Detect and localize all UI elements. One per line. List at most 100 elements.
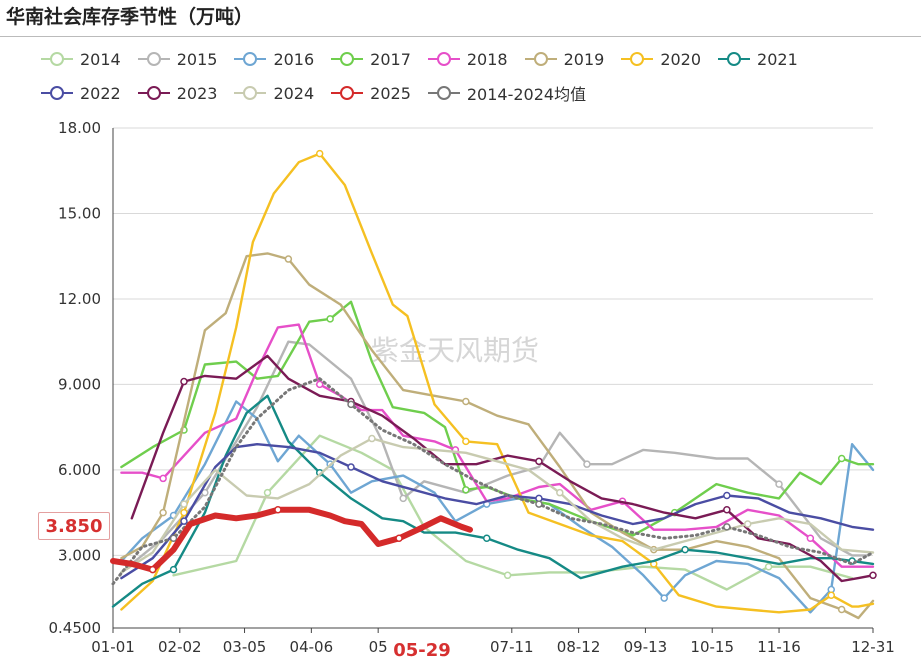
y-tick-label: 15.00 xyxy=(58,204,101,222)
y-tick-label: 3.000 xyxy=(58,546,101,564)
series-line-2014-2024均值 xyxy=(111,377,875,586)
data-point-2022 xyxy=(723,491,731,500)
legend-item-2018[interactable]: 2018 xyxy=(427,50,508,69)
legend-item-2016[interactable]: 2016 xyxy=(233,50,314,69)
data-point-2024 xyxy=(556,488,564,497)
legend-swatch-icon xyxy=(41,52,73,66)
data-point-2018 xyxy=(159,474,167,483)
legend-item-2021[interactable]: 2021 xyxy=(717,50,798,69)
data-point-2019 xyxy=(462,397,470,406)
legend-label: 2025 xyxy=(370,83,411,103)
legend-row: 2022 2023 2024 2025 2014-2024均值 xyxy=(40,76,900,110)
legend-swatch-icon xyxy=(137,86,170,100)
legend-item-2017[interactable]: 2017 xyxy=(330,50,411,69)
legend-label: 2023 xyxy=(176,83,218,103)
legend-swatch-icon xyxy=(331,52,364,66)
x-tick-label: 07-11 xyxy=(490,638,534,656)
legend-item-2025[interactable]: 2025 xyxy=(330,84,411,103)
data-point-2022 xyxy=(347,463,355,471)
y-tick-label: 9.000 xyxy=(58,375,101,393)
data-point-2015 xyxy=(583,460,591,468)
data-point-2016 xyxy=(660,594,668,602)
legend-label: 2019 xyxy=(563,49,605,69)
legend-item-2024[interactable]: 2024 xyxy=(233,84,314,103)
data-point-2022 xyxy=(180,517,188,525)
y-tick-label: 18.00 xyxy=(58,119,101,137)
data-point-2017 xyxy=(326,315,334,323)
x-tick-label: 04-06 xyxy=(290,638,334,656)
legend-label: 2021 xyxy=(757,49,798,69)
series-line-2022 xyxy=(120,443,875,580)
chart-title: 华南社会库存季节性（万吨） xyxy=(6,6,254,28)
legend: 2014 2015 2016 2017 2018 2019 2020 2021 2022 202… xyxy=(40,42,900,110)
legend-item-2014[interactable]: 2014 xyxy=(40,50,121,69)
legend-label: 2020 xyxy=(660,49,702,69)
legend-swatch-icon xyxy=(41,86,73,100)
series-line-2025 xyxy=(110,506,473,573)
legend-swatch-icon xyxy=(427,86,460,100)
data-point-2021 xyxy=(169,565,178,574)
legend-label: 2014-2024均值 xyxy=(466,85,587,104)
data-point-2014-2024均值 xyxy=(723,523,731,531)
legend-item-2019[interactable]: 2019 xyxy=(524,49,605,69)
data-point-2020 xyxy=(315,149,324,158)
x-tick-label: 05 xyxy=(369,638,388,656)
legend-label: 2017 xyxy=(370,49,411,69)
x-tick-label: 12-31 xyxy=(851,638,895,656)
y-tick-label: 12.00 xyxy=(58,290,101,308)
data-point-2014 xyxy=(764,562,773,571)
x-tick-label: 03-05 xyxy=(223,638,267,656)
data-point-2014 xyxy=(503,571,512,580)
legend-item-2023[interactable]: 2023 xyxy=(137,83,218,103)
legend-label: 2016 xyxy=(273,49,315,69)
legend-row: 2014 2015 2016 2017 2018 2019 2020 2021 xyxy=(40,42,900,76)
y-tick-label: 6.000 xyxy=(58,461,101,479)
data-point-2020 xyxy=(462,437,470,446)
data-point-2023 xyxy=(180,377,188,386)
data-point-2023 xyxy=(869,571,877,580)
data-point-2021 xyxy=(681,545,689,554)
data-point-2025 xyxy=(274,506,282,514)
data-point-2023 xyxy=(535,457,543,466)
legend-swatch-icon xyxy=(427,52,460,66)
legend-label: 2015 xyxy=(176,49,218,69)
data-point-2019 xyxy=(837,605,846,614)
data-point-2024 xyxy=(368,434,376,443)
data-point-2017 xyxy=(837,454,846,463)
data-point-2024 xyxy=(743,520,752,528)
x-tick-label: 11-16 xyxy=(757,638,801,656)
data-point-2015 xyxy=(775,480,783,488)
x-tick-label: 09-13 xyxy=(624,638,668,656)
latest-value-badge: 3.850 xyxy=(38,512,110,540)
x-tick-label: 02-02 xyxy=(158,638,202,656)
legend-label: 2014 xyxy=(80,49,121,69)
data-point-2017 xyxy=(462,486,470,494)
legend-swatch-icon xyxy=(234,86,267,100)
data-point-2019 xyxy=(284,255,293,263)
legend-swatch-icon xyxy=(718,52,751,66)
legend-swatch-icon xyxy=(234,52,267,66)
series-line-2020 xyxy=(120,152,875,614)
legend-item-2020[interactable]: 2020 xyxy=(620,50,701,69)
legend-item-2014-2024均值[interactable]: 2014-2024均值 xyxy=(427,81,586,105)
legend-swatch-icon xyxy=(621,52,654,66)
data-point-2015 xyxy=(201,488,209,497)
legend-item-2015[interactable]: 2015 xyxy=(137,49,218,69)
legend-swatch-icon xyxy=(137,52,170,66)
data-point-2018 xyxy=(315,380,324,389)
data-point-2014 xyxy=(263,488,272,497)
legend-swatch-icon xyxy=(331,86,364,100)
series-line-2015 xyxy=(120,340,870,574)
legend-label: 2018 xyxy=(466,49,508,69)
data-point-2014-2024均值 xyxy=(169,534,178,543)
legend-label: 2022 xyxy=(80,83,121,103)
data-point-2014-2024均值 xyxy=(347,400,355,409)
legend-item-2022[interactable]: 2022 xyxy=(40,84,121,103)
legend-swatch-icon xyxy=(524,52,557,66)
data-point-2021 xyxy=(482,534,491,543)
x-tick-label: 08-12 xyxy=(557,638,601,656)
legend-label: 2024 xyxy=(273,83,315,103)
x-tick-label: 01-01 xyxy=(91,638,135,656)
current-date-label: 05-29 xyxy=(393,640,451,661)
